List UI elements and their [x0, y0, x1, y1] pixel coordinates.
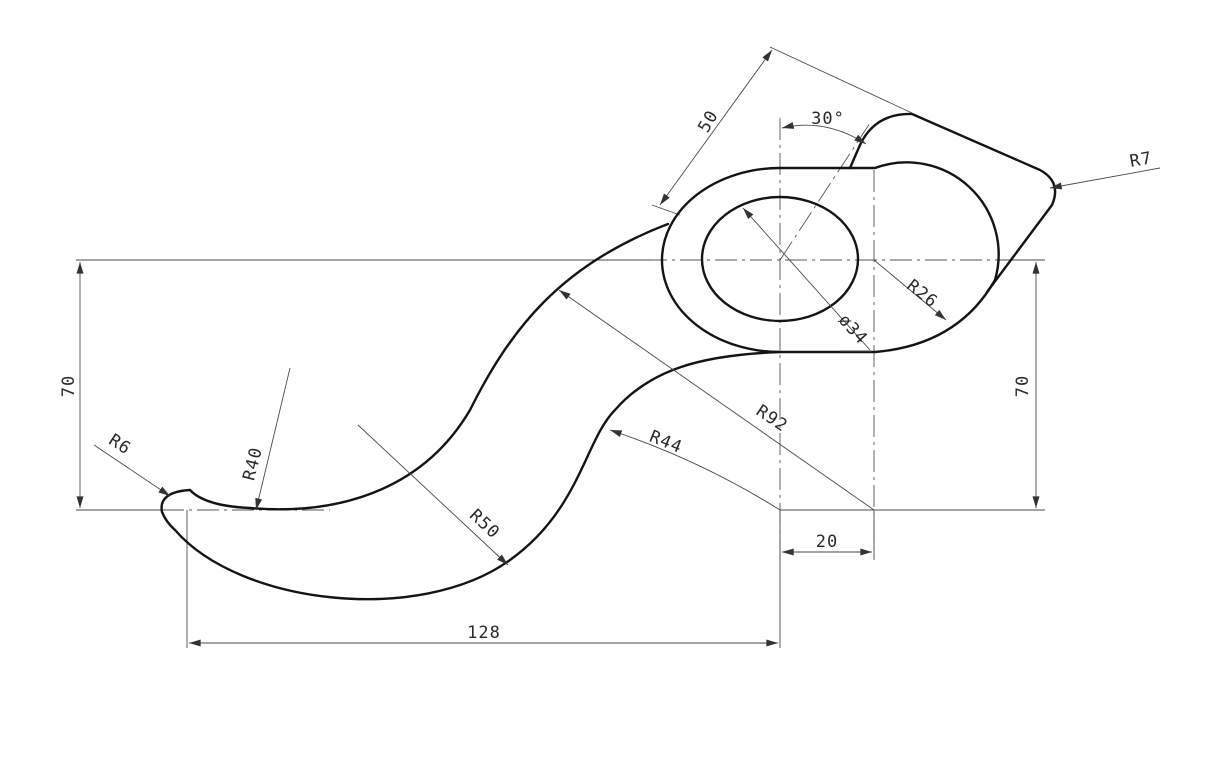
dim-angle-30-label: 30° [811, 109, 845, 129]
dim-r50-label: R50 [465, 506, 503, 544]
dim-50-line [659, 49, 773, 206]
dim-dia34-line [742, 207, 871, 351]
dim-r44-label: R44 [646, 427, 685, 458]
dim-r26-leader [873, 259, 947, 321]
dim-left-70-label: 70 [59, 375, 79, 397]
dim-r92-leader [558, 289, 875, 511]
dim-r7-label: R7 [1128, 148, 1154, 172]
dim-128-label: 128 [467, 623, 501, 643]
dimension-lines [76, 49, 1161, 647]
arm-inner-edge [173, 350, 782, 601]
centerlines [162, 118, 1040, 560]
dim-r44-leader [609, 429, 781, 511]
dim-r40-label: R40 [239, 445, 267, 483]
dim-20-label: 20 [816, 532, 838, 552]
dim-r92-label: R92 [752, 401, 791, 436]
part-outline [160, 112, 1057, 601]
bore-circle [700, 195, 860, 323]
dim-50-label: 50 [694, 107, 723, 136]
centerline-angled-30 [779, 119, 873, 261]
arm-outer-edge [188, 222, 670, 511]
dim-angle-30-arc [781, 122, 867, 145]
dim-r26-label: R26 [903, 276, 942, 313]
extension-lines [76, 46, 1045, 648]
dim-r50-leader [357, 424, 509, 566]
dim-right-70-label: 70 [1013, 375, 1033, 397]
arm-tip-r6 [160, 488, 192, 532]
angled-tab-outline [858, 112, 1057, 294]
dimension-labels: 50 30° R7 70 70 R26 ø34 R92 R44 R6 R40 R… [59, 107, 1154, 643]
dim-r40-leader [255, 367, 291, 511]
hub-boss-outline [778, 161, 1000, 282]
dim-r7-leader [1049, 167, 1161, 190]
dim-r6-leader [93, 444, 171, 497]
